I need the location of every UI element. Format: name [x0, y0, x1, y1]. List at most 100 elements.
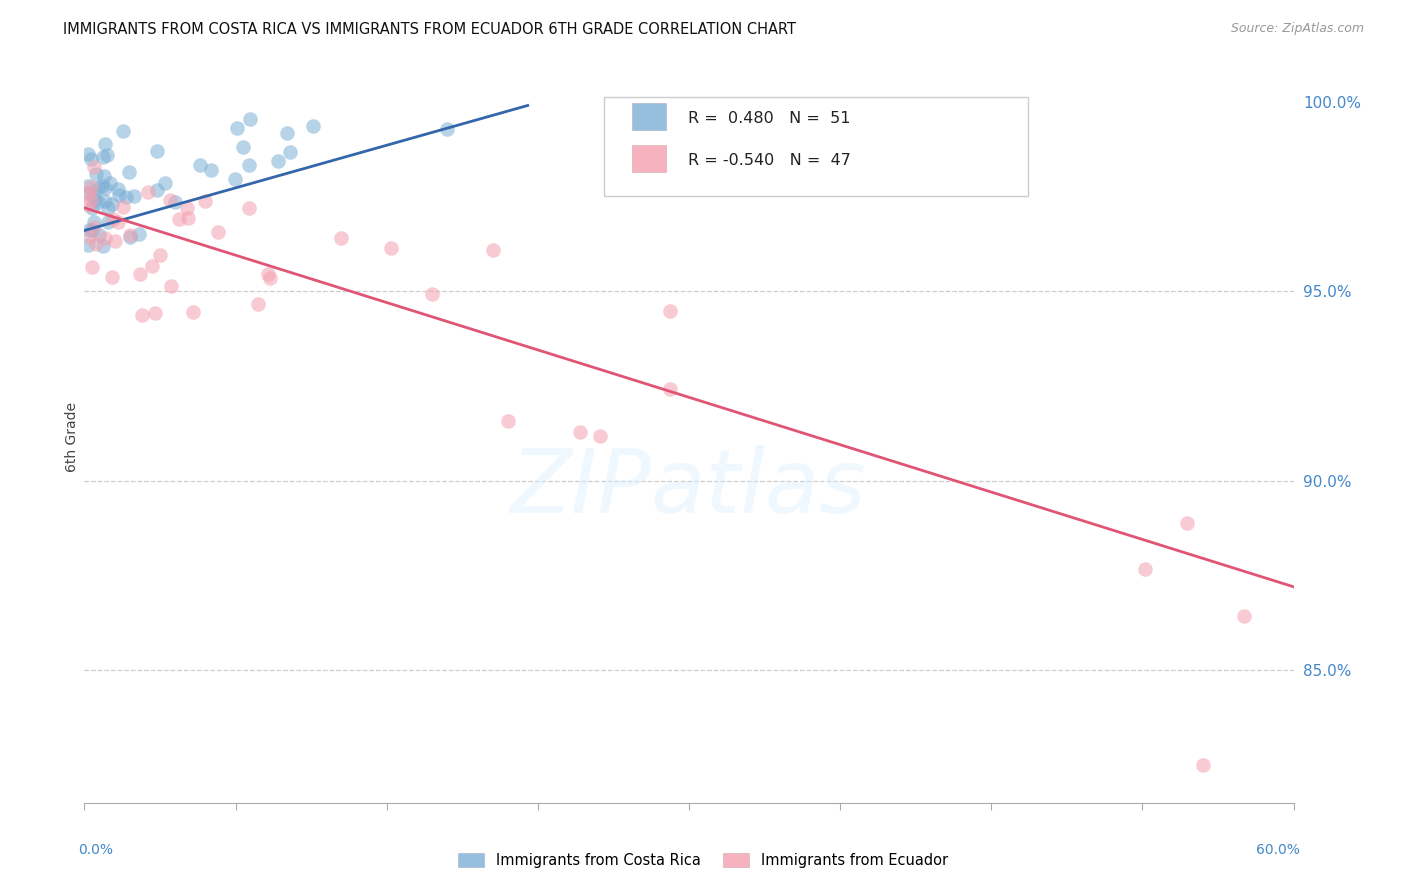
Point	[112, 200, 135, 214]
Point	[200, 162, 222, 177]
Point	[1175, 516, 1198, 531]
Point	[101, 196, 124, 211]
Point	[146, 144, 169, 158]
Point	[146, 184, 169, 198]
Point	[238, 202, 260, 216]
Point	[589, 429, 612, 443]
Point	[128, 227, 150, 241]
Text: 0.0%: 0.0%	[79, 843, 114, 857]
Point	[77, 198, 100, 212]
Point	[77, 178, 100, 193]
Point	[83, 193, 105, 207]
Point	[82, 223, 104, 237]
Point	[83, 160, 105, 174]
Point	[94, 231, 117, 245]
Point	[136, 185, 159, 199]
Point	[83, 220, 105, 235]
Point	[155, 176, 177, 190]
Point	[232, 140, 254, 154]
Point	[79, 186, 101, 200]
Point	[115, 190, 138, 204]
Point	[112, 124, 135, 138]
Point	[94, 181, 117, 195]
Point	[80, 201, 103, 215]
Point	[176, 211, 198, 225]
Point	[101, 212, 124, 227]
Point	[97, 202, 120, 216]
Point	[207, 226, 229, 240]
Text: Source: ZipAtlas.com: Source: ZipAtlas.com	[1230, 22, 1364, 36]
Point	[104, 234, 127, 248]
Point	[87, 181, 110, 195]
Point	[176, 201, 198, 215]
Point	[658, 382, 681, 396]
Point	[80, 180, 103, 194]
Text: R =  0.480   N =  51: R = 0.480 N = 51	[688, 112, 851, 127]
Point	[498, 414, 520, 428]
FancyBboxPatch shape	[605, 97, 1028, 195]
Point	[97, 215, 120, 229]
Point	[82, 260, 104, 274]
Point	[276, 126, 298, 140]
Point	[120, 230, 142, 244]
Point	[658, 304, 681, 318]
Point	[79, 230, 101, 244]
Point	[87, 194, 110, 209]
Point	[238, 158, 260, 172]
Point	[188, 158, 211, 172]
Point	[569, 425, 592, 439]
Point	[87, 227, 110, 242]
Point	[91, 239, 114, 253]
Point	[143, 306, 166, 320]
Point	[117, 165, 139, 179]
Y-axis label: 6th Grade: 6th Grade	[65, 402, 79, 472]
Point	[80, 194, 103, 208]
Point	[94, 137, 117, 152]
Legend: Immigrants from Costa Rica, Immigrants from Ecuador: Immigrants from Costa Rica, Immigrants f…	[453, 847, 953, 874]
Point	[107, 188, 129, 202]
Point	[94, 194, 117, 208]
Point	[77, 223, 100, 237]
Text: R = -0.540   N =  47: R = -0.540 N = 47	[688, 153, 851, 169]
Point	[84, 236, 107, 251]
Point	[302, 120, 325, 134]
Point	[77, 186, 100, 200]
Point	[96, 148, 118, 162]
Point	[84, 167, 107, 181]
Point	[98, 176, 121, 190]
Point	[107, 182, 129, 196]
Point	[93, 169, 115, 183]
Point	[239, 112, 262, 127]
Point	[420, 287, 443, 301]
Point	[169, 211, 191, 226]
Point	[1233, 609, 1256, 624]
Point	[160, 278, 183, 293]
Point	[107, 215, 129, 229]
Point	[122, 189, 145, 203]
Point	[436, 122, 458, 136]
FancyBboxPatch shape	[633, 145, 666, 172]
Point	[159, 193, 181, 207]
Point	[194, 194, 217, 208]
Text: IMMIGRANTS FROM COSTA RICA VS IMMIGRANTS FROM ECUADOR 6TH GRADE CORRELATION CHAR: IMMIGRANTS FROM COSTA RICA VS IMMIGRANTS…	[63, 22, 796, 37]
Point	[257, 267, 280, 281]
Point	[224, 172, 246, 186]
Point	[329, 231, 352, 245]
Text: 60.0%: 60.0%	[1256, 843, 1299, 857]
Text: ZIPatlas: ZIPatlas	[512, 445, 866, 532]
Point	[101, 270, 124, 285]
Point	[163, 194, 186, 209]
Point	[259, 271, 281, 285]
Point	[267, 153, 290, 168]
Point	[226, 121, 249, 136]
Point	[83, 215, 105, 229]
FancyBboxPatch shape	[633, 103, 666, 130]
Point	[247, 297, 270, 311]
Point	[141, 259, 163, 273]
Point	[90, 178, 112, 193]
Point	[1192, 758, 1215, 772]
Point	[120, 227, 142, 242]
Point	[481, 243, 503, 257]
Point	[83, 188, 105, 202]
Point	[93, 150, 115, 164]
